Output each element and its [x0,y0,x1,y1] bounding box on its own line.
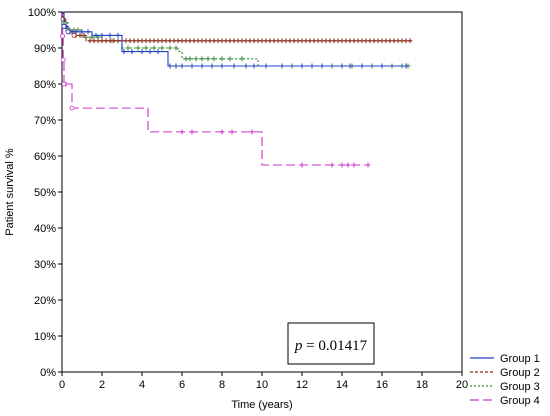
event-marker [60,57,66,63]
legend-label: Group 1 [500,353,540,365]
y-tick-label: 90% [34,43,56,55]
x-tick-label: 0 [59,379,65,391]
p-value-prefix: p [294,338,303,354]
series-group-4 [60,11,371,168]
x-axis-title: Time (years) [231,399,292,411]
p-value-annotation: p = 0.01417 [287,322,375,365]
event-marker [60,33,65,39]
legend: Group 1 Group 2 Group 3 Group 4 [470,353,540,407]
legend-label: Group 3 [500,381,540,393]
y-tick-label: 10% [34,331,56,343]
p-value-value: = 0.01417 [302,338,367,354]
x-tick-label: 4 [139,379,145,391]
p-value-box [287,322,375,365]
legend-item: Group 4 [470,395,540,407]
y-tick-label: 60% [34,151,56,163]
x-tick-label: 18 [416,379,428,391]
x-tick-label: 16 [376,379,388,391]
event-marker [61,23,67,29]
series-layer [60,11,413,168]
legend-label: Group 2 [500,367,540,379]
x-tick-label: 14 [336,379,348,391]
x-tick-label: 2 [99,379,105,391]
y-tick-label: 80% [34,79,56,91]
legend-label: Group 4 [500,395,540,407]
y-tick-label: 50% [34,187,56,199]
y-tick-label: 30% [34,259,56,271]
legend-item: Group 3 [470,381,540,393]
x-tick-label: 8 [219,379,225,391]
legend-item: Group 1 [470,353,540,365]
y-tick-label: 100% [28,7,56,19]
y-tick-label: 0% [40,367,56,379]
event-marker [69,105,75,111]
x-tick-label: 20 [456,379,468,391]
legend-item: Group 2 [470,367,540,379]
p-value-text: p = 0.01417 [294,338,368,354]
x-tick-label: 12 [296,379,308,391]
series-group-1 [61,11,409,69]
y-tick-label: 40% [34,223,56,235]
axes-layer: 0 2 4 6 8 10 12 14 16 18 20 0% 10% 20% 30% 40% 50% 60% 70%… [28,7,468,391]
event-marker [71,33,77,38]
x-tick-label: 6 [179,379,185,391]
x-tick-label: 10 [256,379,268,391]
y-axis-title: Patient survival % [4,148,16,236]
event-marker [65,29,71,35]
y-tick-label: 20% [34,295,56,307]
y-tick-label: 70% [34,115,56,127]
event-marker [61,81,67,87]
